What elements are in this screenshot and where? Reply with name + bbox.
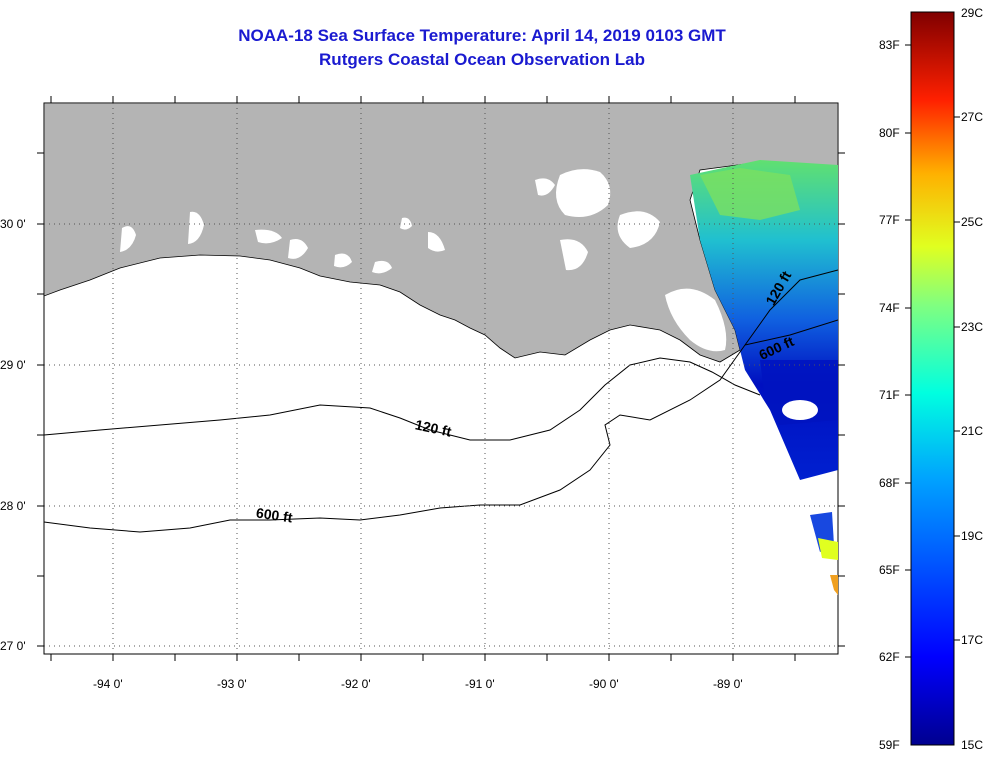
sst-swath [690,160,838,595]
lon-label: -94 0' [93,677,123,691]
lat-label: 27 0' [0,639,26,653]
lat-label: 29 0' [0,358,26,372]
colorbar-f-label: 62F [879,650,900,664]
graticule [44,103,838,654]
map-title: NOAA-18 Sea Surface Temperature: April 1… [238,26,726,45]
lon-label: -89 0' [713,677,743,691]
inland-water [120,169,727,352]
colorbar-c-label: 23C [961,320,984,334]
colorbar-f-label: 77F [879,213,900,227]
colorbar-c-label: 15C [961,738,984,752]
map-subtitle: Rutgers Coastal Ocean Observation Lab [319,50,645,69]
colorbar-f-label: 71F [879,388,900,402]
colorbar-f-label: 83F [879,38,900,52]
colorbar-c-label: 25C [961,215,984,229]
lon-label: -91 0' [465,677,495,691]
lat-label: 30 0' [0,217,26,231]
bathymetry-contours [44,269,838,533]
colorbar-f-label: 80F [879,126,900,140]
colorbar-f-label: 59F [879,738,900,752]
colorbar-scale [910,11,955,746]
colorbar-c-label: 19C [961,529,984,543]
colorbar-f-label: 68F [879,476,900,490]
colorbar-c-label: 29C [961,6,984,20]
frame-ticks [37,96,845,661]
lon-label: -93 0' [217,677,247,691]
lat-label: 28 0' [0,499,26,513]
colorbar-f-label: 65F [879,563,900,577]
colorbar-c-label: 27C [961,110,984,124]
colorbar-c-label: 17C [961,633,984,647]
colorbar-c-label: 21C [961,424,984,438]
land-mass [44,103,838,363]
colorbar-f-label: 74F [879,301,900,315]
lon-label: -90 0' [589,677,619,691]
lon-label: -92 0' [341,677,371,691]
colorbar-ticks [905,44,960,658]
